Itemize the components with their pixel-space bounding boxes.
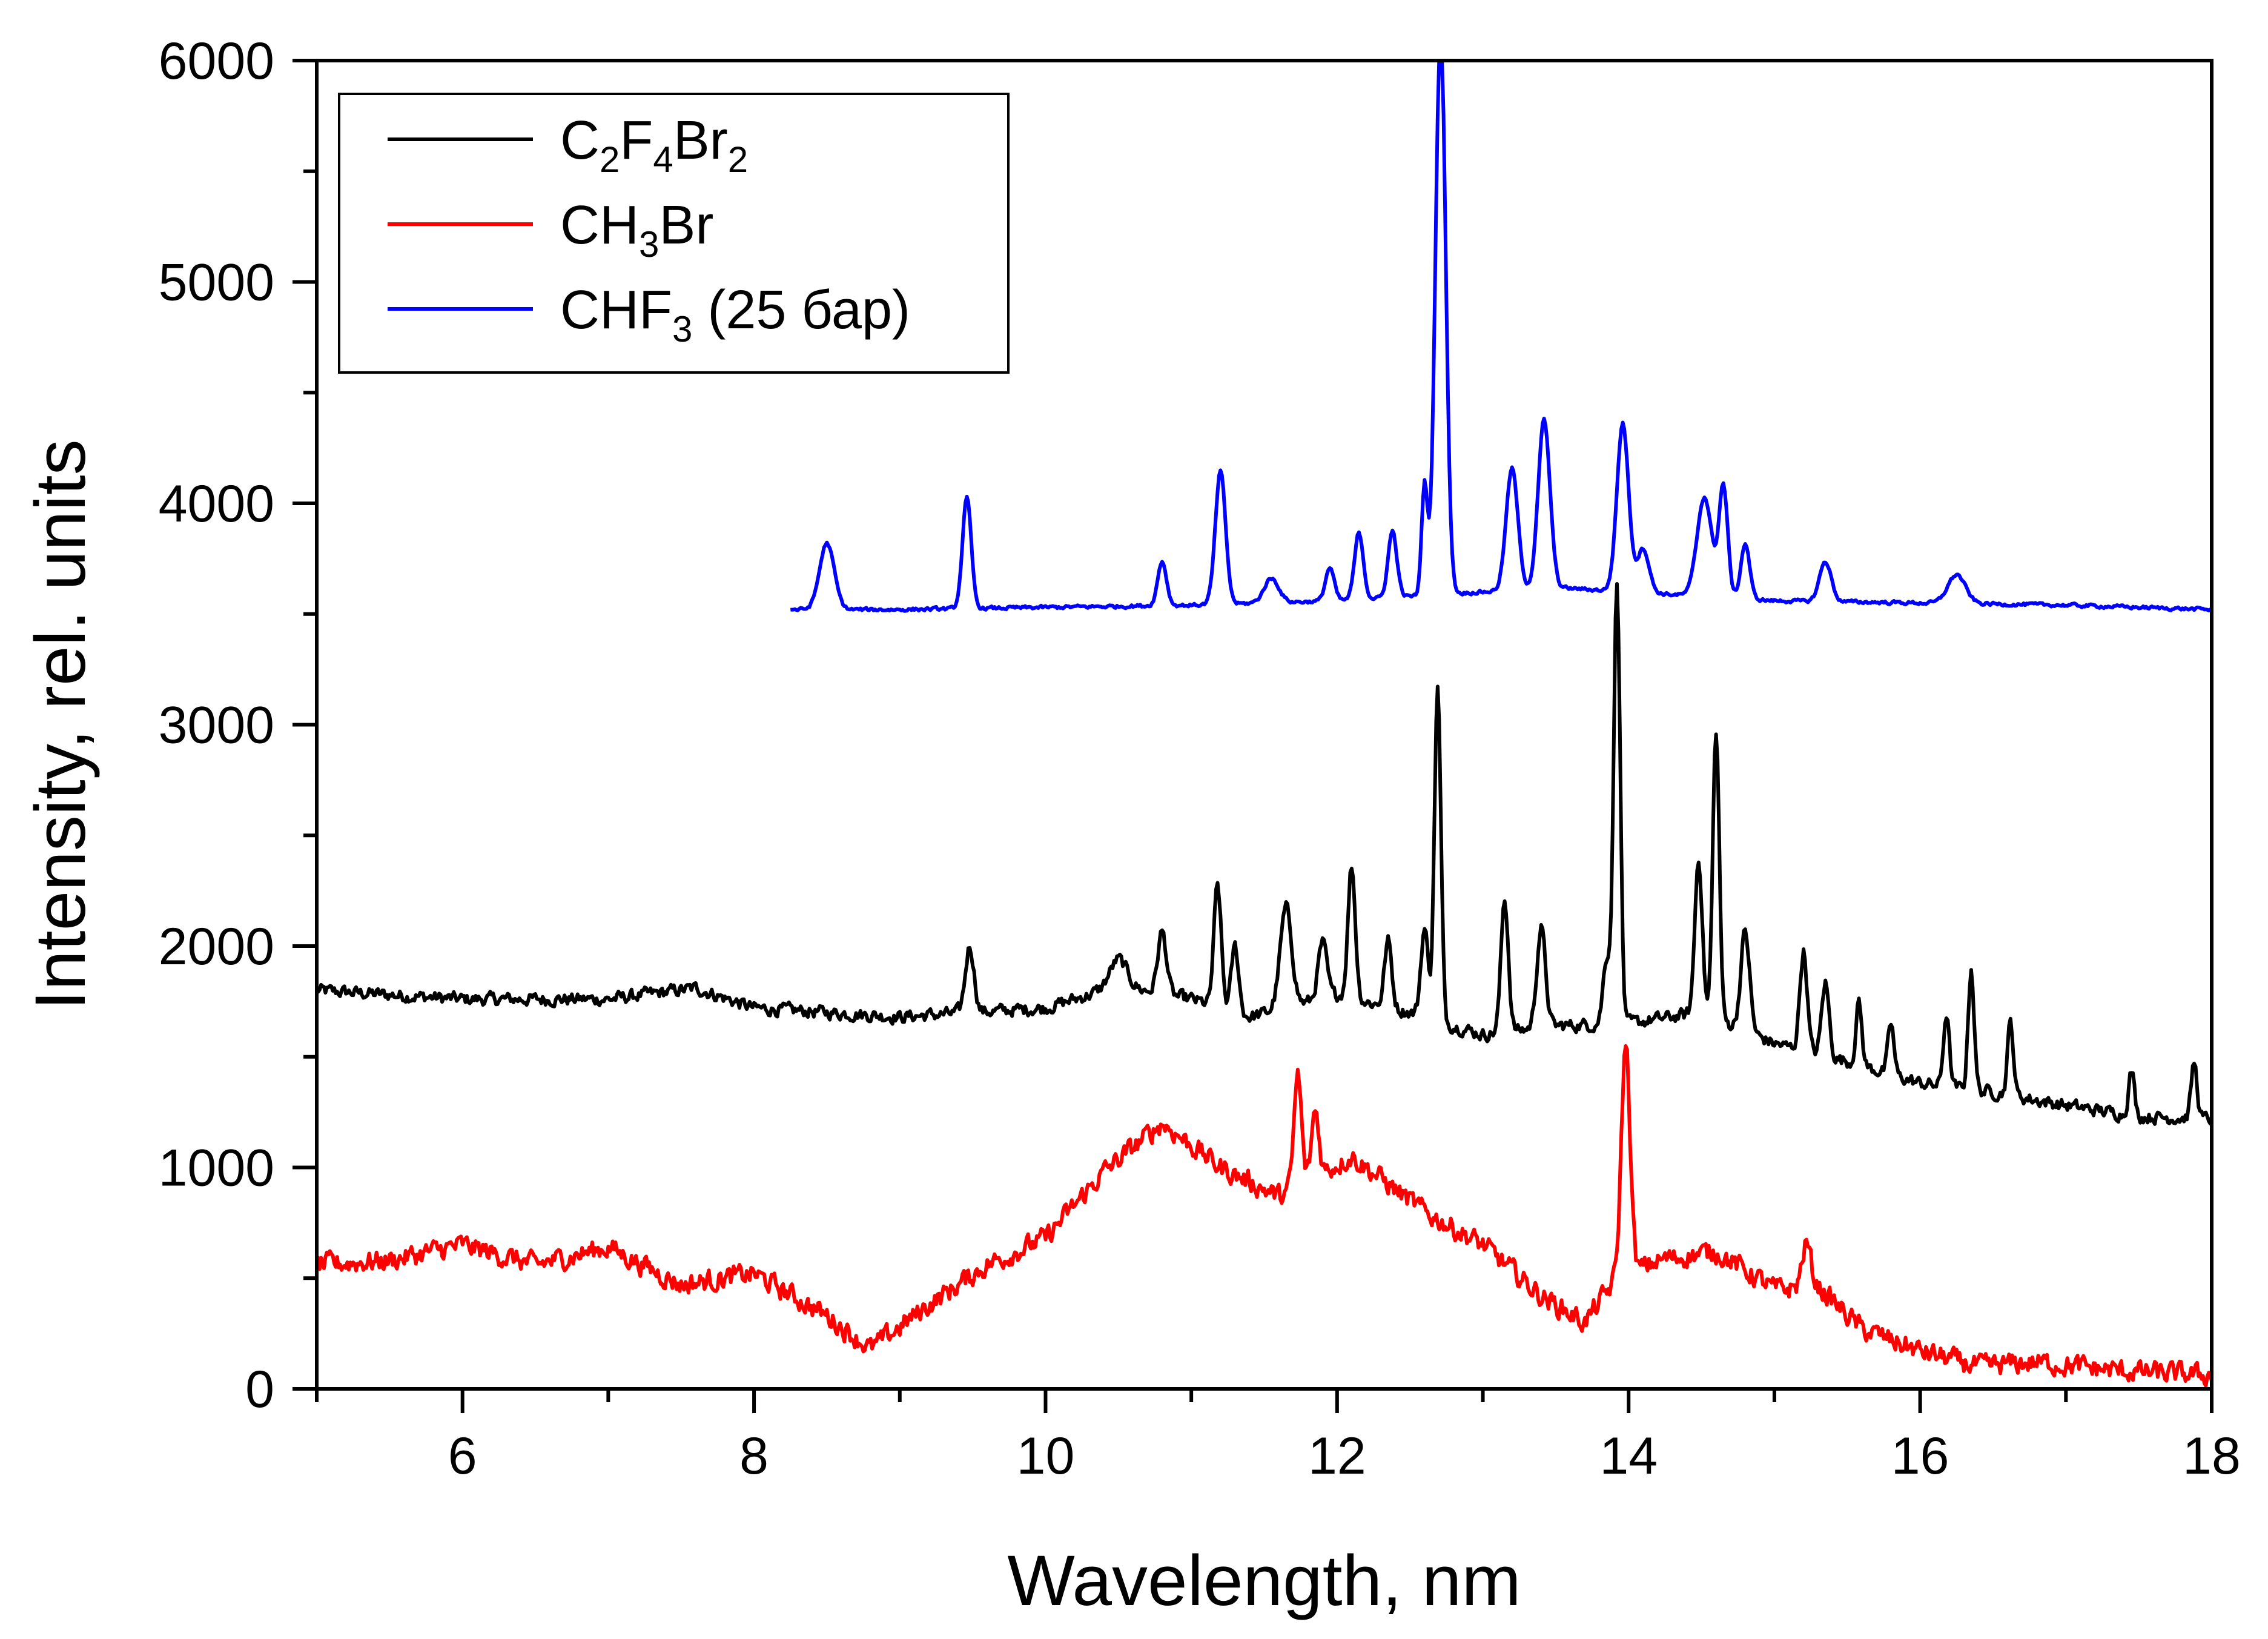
y-tick-label: 6000 [159,32,274,90]
series-line-1 [316,1044,2213,1388]
x-tick-label: 14 [1599,1427,1658,1485]
y-tick-label: 3000 [159,697,274,755]
ticks-layer: 6 8 10 12 14 16 18 0 1000 2000 3000 4000 5000 6000 [159,32,2241,1485]
series-line-2 [790,59,2212,613]
y-tick-label: 4000 [159,475,274,533]
legend-label: C2​F4​Br2​ [560,110,748,180]
legend: C2​F4​Br2​ CH3​Br CHF3​ (25 бар) [338,93,1010,374]
x-tick-label: 6 [448,1427,477,1485]
x-tick-label: 16 [1891,1427,1949,1485]
x-tick-label: 8 [739,1427,769,1485]
y-tick-label: 1000 [159,1139,274,1197]
x-axis-title: Wavelength, nm [1007,1541,1521,1621]
y-tick-label: 2000 [159,918,274,976]
legend-label: CH3​Br [560,195,713,265]
y-tick-label: 5000 [159,254,274,312]
series-line-0 [315,582,2213,1126]
x-tick-label: 10 [1017,1427,1075,1485]
legend-label: CHF3​ (25 бар) [560,280,910,349]
series-layer [315,59,2213,1388]
y-axis-title: Intensity, rel. units [21,439,101,1010]
x-tick-label: 18 [2183,1427,2241,1485]
x-tick-label: 12 [1308,1427,1366,1485]
y-tick-label: 0 [245,1360,274,1419]
